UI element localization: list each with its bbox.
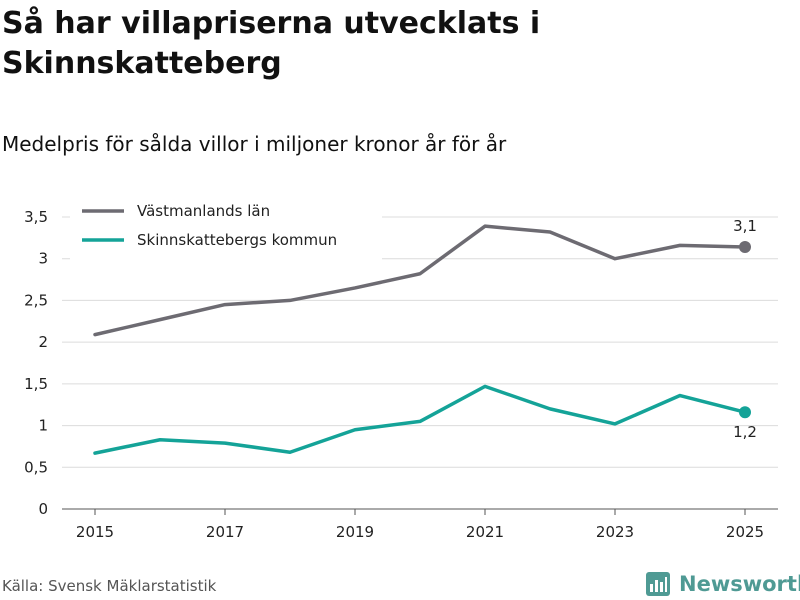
newsworthy-icon	[646, 572, 670, 596]
y-tick-label: 3	[38, 250, 48, 268]
y-tick-label: 2,5	[24, 291, 48, 309]
end-point-1	[739, 406, 751, 419]
grid-layer	[62, 216, 778, 468]
legend-label-1: Skinnskattebergs kommun	[137, 231, 337, 249]
y-tick-label: 0,5	[24, 458, 48, 476]
brand-logo[interactable]: Newsworthy	[645, 569, 800, 599]
axis-layer: 0 0,5 1 1,5 2 2,5 3 3,5 2015 2017 2019 2021 2023 2025	[24, 208, 778, 541]
x-tick-label: 2017	[206, 523, 244, 541]
y-tick-label: 2	[38, 333, 48, 351]
data-label-0: 3,1	[733, 217, 757, 235]
data-label-1: 1,2	[733, 423, 757, 441]
x-tick-label: 2025	[726, 523, 764, 541]
end-point-0	[739, 241, 751, 254]
legend-background	[70, 197, 382, 261]
legend: Västmanlands län Skinnskattebergs kommun	[70, 197, 382, 261]
y-tick-label: 0	[38, 500, 48, 518]
source-note: Källa: Svensk Mäklarstatistik	[2, 577, 217, 595]
series-line-1	[93, 384, 747, 455]
x-tick-label: 2023	[596, 523, 634, 541]
series-line-0	[93, 224, 747, 337]
line-chart: 0 0,5 1 1,5 2 2,5 3 3,5 2015 2017 2019 2021 2023 2025…	[24, 197, 778, 541]
y-tick-label: 1	[38, 417, 48, 435]
x-tick-label: 2015	[76, 523, 114, 541]
y-tick-label: 3,5	[24, 208, 48, 226]
chart-title: Så har villapriserna utvecklats i Skinns…	[2, 6, 541, 81]
legend-label-0: Västmanlands län	[137, 202, 270, 220]
x-tick-label: 2019	[336, 523, 374, 541]
y-tick-label: 1,5	[24, 375, 48, 393]
brand-name: Newsworthy	[679, 572, 800, 596]
chart-subtitle: Medelpris för sålda villor i miljoner kr…	[2, 132, 507, 156]
x-tick-label: 2021	[466, 523, 504, 541]
series-layer: 3,1 1,2	[93, 217, 757, 455]
